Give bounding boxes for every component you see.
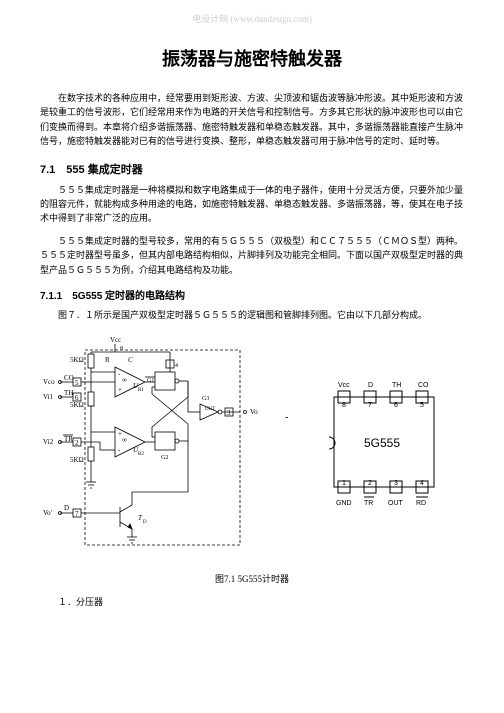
svg-text:3: 3: [394, 480, 398, 487]
svg-text:5KΩ: 5KΩ: [70, 401, 84, 409]
svg-text:CO: CO: [418, 382, 429, 389]
page-title: 振荡器与施密特触发器: [40, 45, 464, 71]
svg-text:Vco: Vco: [43, 378, 55, 386]
svg-text:D: D: [143, 520, 147, 525]
svg-text:6: 6: [394, 402, 398, 409]
svg-text:∞: ∞: [122, 376, 127, 384]
circuit-diagram: Vcc 8 5KΩ R Vco CO 5 5KΩ Vi1: [40, 332, 280, 562]
svg-text:R: R: [105, 356, 110, 364]
svg-text:OUT: OUT: [388, 500, 404, 507]
svg-text:8: 8: [120, 346, 123, 352]
figure-caption: 图7.1 5G555计时器: [40, 572, 464, 585]
svg-text:Vi2: Vi2: [43, 438, 54, 446]
svg-text:Vo: Vo: [250, 408, 258, 416]
svg-text:-: -: [118, 446, 121, 454]
svg-text:G2: G2: [161, 455, 168, 461]
section-7-1-1-p1: 图７．１所示是国产双极型定时器５Ｇ５５５的逻辑图和管脚排列图。它由以下几部分构成…: [40, 308, 464, 322]
svg-text:4: 4: [175, 363, 178, 369]
section-7-1-p1: ５５５集成定时器是一种将模拟和数字电路集成于一体的电子器件，使用十分灵活方便，只…: [40, 183, 464, 226]
svg-text:G3: G3: [202, 396, 209, 402]
svg-text:5: 5: [420, 402, 424, 409]
svg-text:5KΩ: 5KΩ: [70, 456, 84, 464]
svg-text:7: 7: [368, 402, 372, 409]
watermark: 电设计网 (www.dandesign.com): [0, 12, 504, 25]
svg-text:Vcc: Vcc: [110, 336, 121, 344]
section-7-1-heading: 7.1 555 集成定时器: [40, 161, 464, 177]
svg-text:7: 7: [75, 510, 79, 518]
svg-text:R2: R2: [138, 452, 144, 457]
svg-text:RD: RD: [416, 500, 426, 507]
svg-text:R1: R1: [138, 388, 144, 393]
svg-text:1: 1: [342, 480, 346, 487]
svg-text:8: 8: [342, 402, 346, 409]
svg-text:D: D: [368, 382, 373, 389]
svg-text:CO: CO: [64, 374, 74, 382]
svg-text:5: 5: [75, 379, 79, 387]
svg-text:TH: TH: [392, 382, 401, 389]
svg-text:6: 6: [75, 394, 79, 402]
svg-text:G1: G1: [147, 378, 154, 384]
chip-pinout: Vcc D TH CO 8 7 6 5 1 2 3 4 GND: [324, 377, 454, 517]
svg-text:GND: GND: [336, 500, 352, 507]
section-7-1-1-heading: 7.1.1 5G555 定时器的电路结构: [40, 287, 464, 302]
svg-text:3: 3: [227, 409, 231, 417]
dash-sep: -: [285, 412, 288, 423]
svg-text:2: 2: [368, 480, 372, 487]
svg-text:Vo': Vo': [43, 509, 52, 517]
svg-text:TH: TH: [64, 389, 73, 397]
section-7-1-p2: ５５５集成定时器的型号较多，常用的有５Ｇ５５５（双极型）和ＣＣ７５５５（ＣＭＯＳ…: [40, 234, 464, 277]
svg-text:Vcc: Vcc: [338, 382, 350, 389]
svg-text:-: -: [118, 370, 121, 378]
list-item-1: １．分压器: [40, 595, 464, 608]
svg-text:Vi1: Vi1: [43, 393, 54, 401]
svg-text:5G555: 5G555: [364, 436, 400, 450]
svg-text:TR: TR: [364, 500, 373, 507]
figure-area: Vcc 8 5KΩ R Vco CO 5 5KΩ Vi1: [40, 332, 464, 562]
svg-text:∞: ∞: [122, 436, 127, 444]
svg-text:2: 2: [75, 439, 79, 447]
svg-text:C: C: [128, 356, 133, 364]
svg-text:4: 4: [420, 480, 424, 487]
svg-text:OUT: OUT: [205, 407, 215, 412]
svg-text:+: +: [118, 386, 122, 394]
intro-paragraph: 在数字技术的各种应用中，经常要用到矩形波、方波、尖顶波和锯齿波等脉冲形波。其中矩…: [40, 91, 464, 149]
svg-text:5KΩ: 5KΩ: [70, 356, 84, 364]
svg-text:D: D: [64, 504, 69, 512]
